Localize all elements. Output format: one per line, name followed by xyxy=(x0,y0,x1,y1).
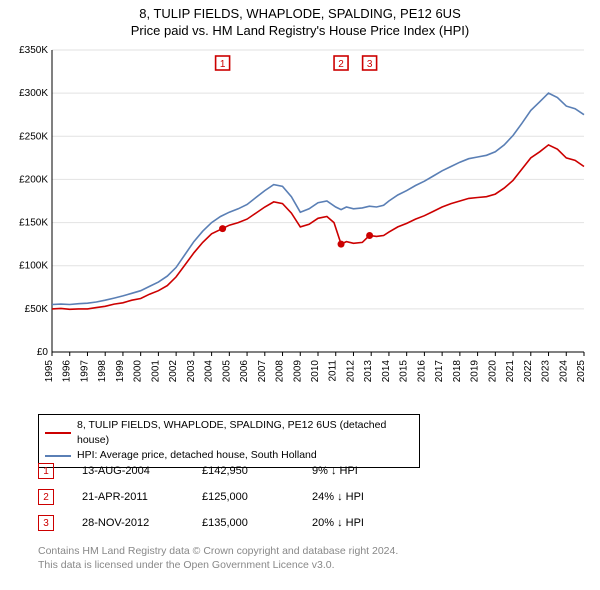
sale-vs-hpi-1: 9% ↓ HPI xyxy=(312,465,412,477)
svg-text:£50K: £50K xyxy=(25,304,49,315)
footer-line-2: This data is licensed under the Open Gov… xyxy=(38,558,398,572)
svg-text:2005: 2005 xyxy=(221,360,232,383)
svg-text:1997: 1997 xyxy=(79,360,90,383)
svg-text:£350K: £350K xyxy=(19,46,48,56)
chart-svg: £0 £50K £100K £150K £200K £250K £300K £350K 1995… xyxy=(8,46,592,406)
svg-text:2024: 2024 xyxy=(558,360,569,383)
svg-text:£100K: £100K xyxy=(19,261,48,272)
svg-text:2001: 2001 xyxy=(150,360,161,383)
svg-text:2019: 2019 xyxy=(470,360,481,383)
svg-text:2012: 2012 xyxy=(345,360,356,383)
svg-text:2015: 2015 xyxy=(399,360,410,383)
sale-row-2: 2 21-APR-2011 £125,000 24% ↓ HPI xyxy=(38,484,412,510)
legend-swatch-hpi xyxy=(45,455,71,457)
svg-text:£150K: £150K xyxy=(19,218,48,229)
sale-marker-3: 3 xyxy=(38,515,54,531)
svg-text:2004: 2004 xyxy=(204,360,215,383)
sale-date-2: 21-APR-2011 xyxy=(82,491,202,503)
svg-text:2010: 2010 xyxy=(310,360,321,383)
svg-text:3: 3 xyxy=(367,59,373,70)
title-block: 8, TULIP FIELDS, WHAPLODE, SPALDING, PE1… xyxy=(0,0,600,38)
svg-text:£250K: £250K xyxy=(19,131,48,142)
chart-plot-area: £0 £50K £100K £150K £200K £250K £300K £350K 1995… xyxy=(8,46,592,406)
sale-date-1: 13-AUG-2004 xyxy=(82,465,202,477)
svg-text:2011: 2011 xyxy=(328,360,339,382)
svg-text:2021: 2021 xyxy=(505,360,516,383)
svg-text:£200K: £200K xyxy=(19,174,48,185)
sale-marker-1: 1 xyxy=(38,463,54,479)
svg-text:1: 1 xyxy=(220,59,226,70)
sale-vs-hpi-2: 24% ↓ HPI xyxy=(312,491,412,503)
svg-text:2018: 2018 xyxy=(452,360,463,383)
svg-text:£0: £0 xyxy=(37,347,49,358)
svg-text:2025: 2025 xyxy=(576,360,587,383)
svg-text:2020: 2020 xyxy=(487,360,498,383)
svg-text:£300K: £300K xyxy=(19,88,48,99)
svg-text:2013: 2013 xyxy=(363,360,374,383)
svg-text:2017: 2017 xyxy=(434,360,445,383)
svg-text:2008: 2008 xyxy=(275,360,286,383)
footer-line-1: Contains HM Land Registry data © Crown c… xyxy=(38,544,398,558)
svg-text:2014: 2014 xyxy=(381,360,392,383)
sale-row-1: 1 13-AUG-2004 £142,950 9% ↓ HPI xyxy=(38,458,412,484)
sale-price-1: £142,950 xyxy=(202,465,312,477)
sale-row-3: 3 28-NOV-2012 £135,000 20% ↓ HPI xyxy=(38,510,412,536)
svg-text:2007: 2007 xyxy=(257,360,268,383)
chart-title-address: 8, TULIP FIELDS, WHAPLODE, SPALDING, PE1… xyxy=(0,6,600,21)
sales-table: 1 13-AUG-2004 £142,950 9% ↓ HPI 2 21-APR… xyxy=(38,458,412,536)
sale-marker-2: 2 xyxy=(38,489,54,505)
svg-text:1999: 1999 xyxy=(115,360,126,383)
svg-text:1998: 1998 xyxy=(97,360,108,383)
sale-price-2: £125,000 xyxy=(202,491,312,503)
svg-text:2006: 2006 xyxy=(239,360,250,383)
svg-text:2023: 2023 xyxy=(541,360,552,383)
sale-price-3: £135,000 xyxy=(202,517,312,529)
chart-container: 8, TULIP FIELDS, WHAPLODE, SPALDING, PE1… xyxy=(0,0,600,590)
svg-text:2000: 2000 xyxy=(133,360,144,383)
svg-text:2003: 2003 xyxy=(186,360,197,383)
svg-text:2002: 2002 xyxy=(168,360,179,383)
svg-text:2016: 2016 xyxy=(416,360,427,383)
legend-swatch-property xyxy=(45,432,71,434)
svg-text:1995: 1995 xyxy=(44,360,55,383)
svg-text:2009: 2009 xyxy=(292,360,303,383)
footer-attribution: Contains HM Land Registry data © Crown c… xyxy=(38,544,398,572)
svg-text:2: 2 xyxy=(338,59,344,70)
svg-text:2022: 2022 xyxy=(523,360,534,383)
legend-label-property: 8, TULIP FIELDS, WHAPLODE, SPALDING, PE1… xyxy=(77,418,413,448)
chart-subtitle: Price paid vs. HM Land Registry's House … xyxy=(0,23,600,38)
sale-date-3: 28-NOV-2012 xyxy=(82,517,202,529)
legend-row-property: 8, TULIP FIELDS, WHAPLODE, SPALDING, PE1… xyxy=(45,418,413,448)
svg-text:1996: 1996 xyxy=(62,360,73,383)
sale-vs-hpi-3: 20% ↓ HPI xyxy=(312,517,412,529)
